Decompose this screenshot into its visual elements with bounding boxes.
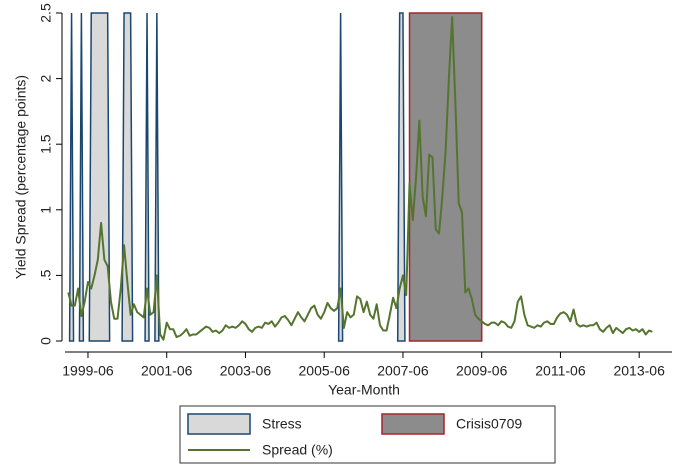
y-tick-label: .5 [38,269,54,281]
legend-swatch [381,413,445,435]
y-tick-label: 1 [38,206,54,214]
legend-label: Spread (%) [262,442,333,458]
x-tick-label: 2013-06 [613,363,665,379]
x-tick-label: 1999-06 [62,363,114,379]
x-tick-label: 2003-06 [220,363,272,379]
x-axis-title: Year-Month [328,382,400,398]
stress-area [396,12,406,342]
legend-label: Crisis0709 [456,416,522,432]
legend-label: Stress [262,416,302,432]
legend-swatch [187,413,251,435]
x-tick-label: 2005-06 [299,363,351,379]
stress-area [78,12,85,342]
y-tick-label: 1.5 [38,134,54,154]
y-tick-label: 2.5 [38,3,54,23]
stress-area [337,12,344,342]
y-tick-label: 0 [38,337,54,345]
stress-area [154,12,160,342]
crisis-area [408,12,483,342]
x-tick-label: 2001-06 [141,363,193,379]
x-tick-label: 2011-06 [535,363,586,379]
stress-area [144,12,150,342]
y-tick-label: 2 [38,74,54,82]
y-axis-title: Yield Spread (percentage points) [13,75,29,279]
spread-line [67,15,653,341]
stress-area [68,12,75,342]
x-tick-label: 2007-06 [377,363,429,379]
x-tick-label: 2009-06 [456,363,508,379]
stress-area [88,12,111,342]
